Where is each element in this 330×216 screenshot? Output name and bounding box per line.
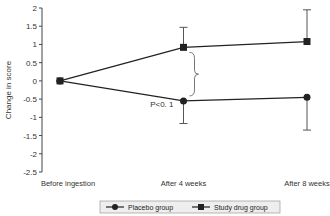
series-line xyxy=(60,42,307,81)
y-tick-label: 1.5 xyxy=(26,22,38,31)
legend-marker xyxy=(198,204,204,210)
x-tick-label: After 8 weeks xyxy=(284,179,330,188)
y-axis-label: Change in score xyxy=(4,60,13,119)
y-axis xyxy=(42,8,43,172)
error-cap xyxy=(303,9,311,10)
error-cap xyxy=(180,27,188,28)
x-tick-label: After 4 weeks xyxy=(161,179,207,188)
annotation-bracket xyxy=(190,52,199,96)
marker xyxy=(57,77,64,84)
legend: Placebo group Study drug group xyxy=(100,201,280,213)
y-tick-label: 0 xyxy=(33,77,38,86)
y-tick-label: 0.5 xyxy=(26,59,38,68)
error-stem xyxy=(307,97,308,130)
y-tick xyxy=(39,153,42,154)
y-tick xyxy=(39,80,42,81)
legend-box xyxy=(100,201,280,213)
error-cap xyxy=(180,123,188,124)
error-bar xyxy=(303,97,311,130)
legend-label: Placebo group xyxy=(128,204,173,212)
y-tick-label: -1 xyxy=(30,113,38,122)
y-tick-label: -2 xyxy=(30,150,38,159)
chart: -2.5 -2 -1.5 -1 -0.5 0 0.5 1 1.5 2 Change in score… xyxy=(0,0,330,216)
error-bar xyxy=(303,10,311,42)
y-tick xyxy=(39,62,42,63)
annotation: P<0. 1 xyxy=(150,100,174,109)
error-stem xyxy=(307,10,308,42)
marker xyxy=(57,77,64,84)
y-tick-label: -0.5 xyxy=(23,95,37,104)
y-tick xyxy=(39,117,42,118)
marker xyxy=(304,38,311,45)
marker xyxy=(180,44,187,51)
y-tick-label: 2 xyxy=(33,4,38,13)
y-tick xyxy=(39,26,42,27)
x-tick-label: Before ingestion xyxy=(41,179,95,188)
legend-marker xyxy=(112,204,118,210)
marker xyxy=(180,97,187,104)
y-tick-label: -1.5 xyxy=(23,132,37,141)
error-cap xyxy=(303,130,311,131)
y-tick-label: 1 xyxy=(33,40,38,49)
y-tick-label: -2.5 xyxy=(23,168,37,177)
legend-label: Study drug group xyxy=(214,204,268,212)
y-tick xyxy=(39,99,42,100)
y-tick xyxy=(39,135,42,136)
y-tick xyxy=(39,8,42,9)
y-tick xyxy=(39,44,42,45)
plot-area xyxy=(56,10,311,130)
marker xyxy=(304,94,311,101)
y-tick xyxy=(39,172,42,173)
